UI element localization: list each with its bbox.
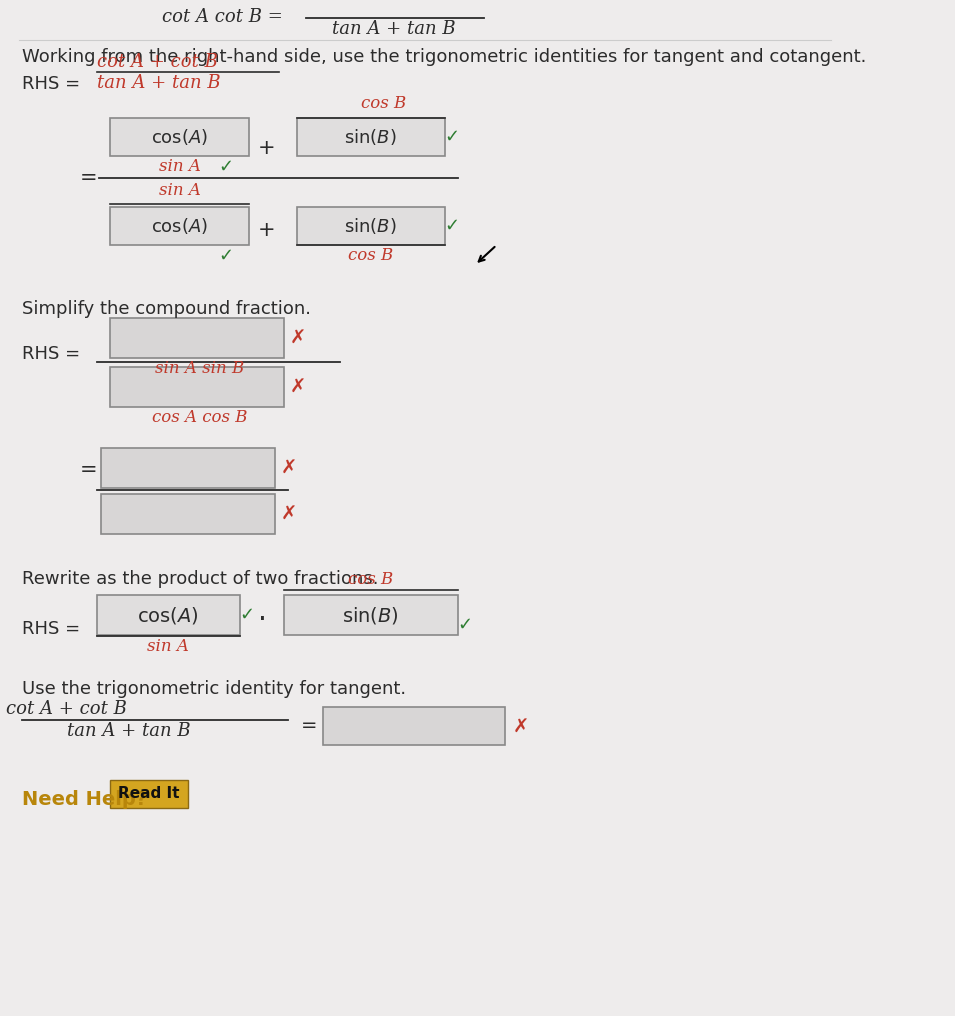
- Text: +: +: [258, 138, 275, 158]
- Text: cos A cos B: cos A cos B: [152, 409, 247, 426]
- Bar: [97, 595, 241, 635]
- Text: =: =: [79, 168, 97, 188]
- Text: cot A cot B =: cot A cot B =: [162, 8, 283, 26]
- Text: ✗: ✗: [512, 717, 529, 737]
- Text: RHS =: RHS =: [22, 75, 80, 93]
- Text: ✗: ✗: [290, 328, 307, 347]
- Bar: [284, 595, 457, 635]
- Text: tan A + tan B: tan A + tan B: [97, 74, 221, 92]
- Text: $\sin(B)$: $\sin(B)$: [342, 605, 399, 626]
- Bar: [110, 118, 249, 156]
- Text: ✓: ✓: [456, 616, 472, 634]
- Text: cos B: cos B: [348, 571, 393, 588]
- Text: sin A: sin A: [147, 638, 189, 655]
- Text: $\sin(B)$: $\sin(B)$: [345, 216, 397, 236]
- Bar: [101, 448, 275, 488]
- Text: Need Help?: Need Help?: [22, 790, 147, 809]
- Text: ·: ·: [258, 606, 266, 634]
- Text: ✗: ✗: [281, 458, 298, 478]
- Text: cot A + cot B: cot A + cot B: [97, 53, 218, 71]
- Text: ✓: ✓: [444, 128, 459, 146]
- Text: sin A: sin A: [159, 182, 201, 199]
- Text: $\cos(A)$: $\cos(A)$: [151, 127, 208, 147]
- Text: Use the trigonometric identity for tangent.: Use the trigonometric identity for tange…: [22, 680, 407, 698]
- Text: Simplify the compound fraction.: Simplify the compound fraction.: [22, 300, 311, 318]
- Bar: [297, 207, 444, 245]
- Text: +: +: [258, 220, 275, 240]
- Bar: [110, 318, 284, 358]
- Text: $\sin(B)$: $\sin(B)$: [345, 127, 397, 147]
- Text: =: =: [301, 715, 318, 735]
- Bar: [297, 118, 444, 156]
- Bar: [110, 780, 188, 808]
- Text: $\cos(A)$: $\cos(A)$: [138, 605, 199, 626]
- Text: cot A + cot B: cot A + cot B: [6, 700, 127, 718]
- Text: Read It: Read It: [118, 786, 180, 802]
- Text: =: =: [79, 460, 97, 480]
- Bar: [323, 707, 505, 745]
- Text: $\cos(A)$: $\cos(A)$: [151, 216, 208, 236]
- Text: cos B: cos B: [348, 247, 393, 264]
- Text: ✓: ✓: [218, 247, 233, 265]
- Text: tan A + tan B: tan A + tan B: [67, 722, 190, 740]
- Text: Working from the right-hand side, use the trigonometric identities for tangent a: Working from the right-hand side, use th…: [22, 48, 866, 66]
- Text: ✓: ✓: [218, 158, 233, 176]
- Text: cos B: cos B: [361, 96, 406, 112]
- Text: sin A: sin A: [159, 158, 201, 175]
- Bar: [101, 494, 275, 534]
- Text: RHS =: RHS =: [22, 620, 80, 638]
- Text: ✗: ✗: [290, 378, 307, 396]
- Text: Rewrite as the product of two fractions.: Rewrite as the product of two fractions.: [22, 570, 379, 588]
- Text: ✗: ✗: [281, 505, 298, 523]
- Bar: [110, 367, 284, 407]
- Text: ✓: ✓: [239, 606, 254, 624]
- Bar: [110, 207, 249, 245]
- Text: RHS =: RHS =: [22, 345, 80, 363]
- Text: ✓: ✓: [444, 217, 459, 235]
- Text: tan A + tan B: tan A + tan B: [332, 20, 456, 38]
- Text: sin A sin B: sin A sin B: [155, 360, 244, 377]
